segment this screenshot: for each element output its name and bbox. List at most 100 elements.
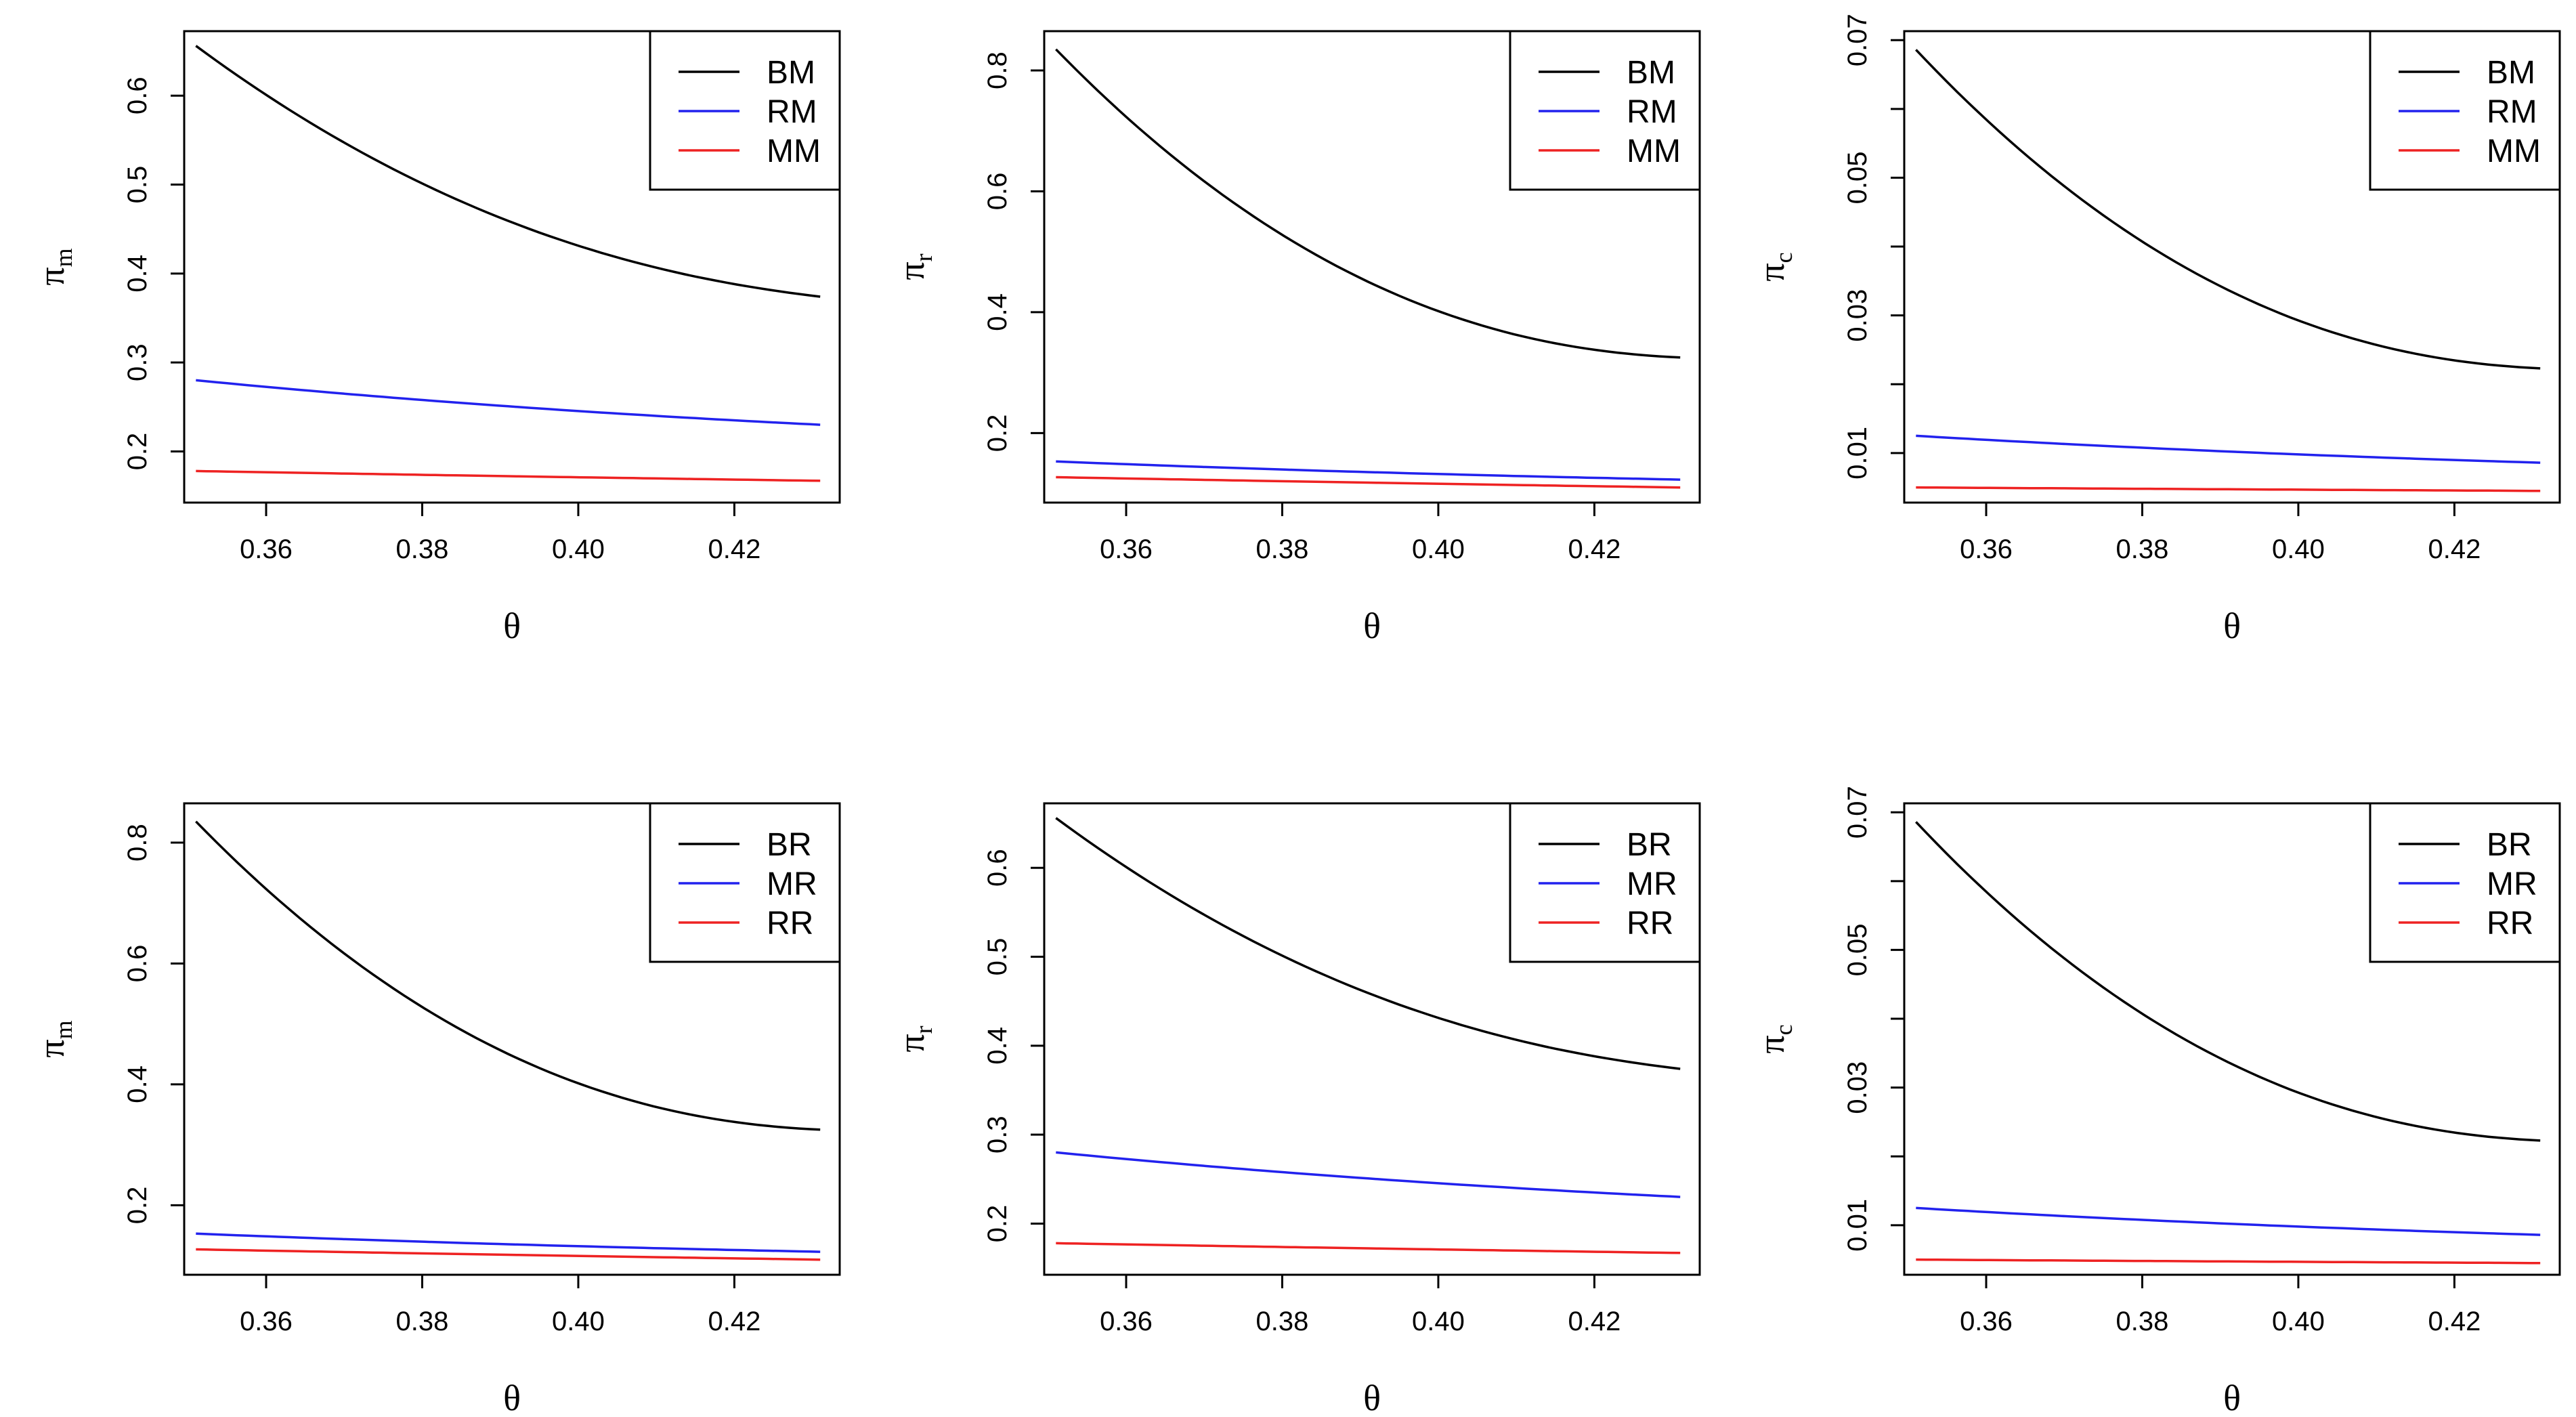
x-axis-title: θ xyxy=(2223,1378,2241,1417)
legend-label-rm: RM xyxy=(767,94,817,130)
legend-label-bm: BM xyxy=(767,55,815,91)
y-tick-label: 0.2 xyxy=(123,1187,152,1225)
y-axis-title-main: π xyxy=(31,267,72,285)
x-tick-label: 0.40 xyxy=(2272,1307,2325,1336)
series-line-mm xyxy=(196,469,821,482)
x-tick-label: 0.40 xyxy=(1412,534,1465,564)
y-tick-label: 0.3 xyxy=(983,1116,1012,1154)
y-tick-label: 0.05 xyxy=(1843,151,1872,204)
series-line-mr xyxy=(1056,1151,1681,1198)
x-axis-title: θ xyxy=(1363,1378,1381,1417)
y-axis-title-main: π xyxy=(31,1039,72,1057)
y-axis-title: πr xyxy=(891,1025,937,1052)
x-tick-label: 0.40 xyxy=(1412,1307,1465,1336)
y-axis-title: πm xyxy=(31,1020,77,1057)
y-tick-label: 0.4 xyxy=(123,1065,152,1103)
y-axis-title: πc xyxy=(1751,252,1797,281)
legend-label-mm: MM xyxy=(1627,133,1681,169)
y-tick-label: 0.6 xyxy=(123,77,152,114)
y-tick-label: 0.4 xyxy=(983,1027,1012,1065)
x-tick-label: 0.42 xyxy=(2428,534,2481,564)
series-line-rm xyxy=(1916,434,2541,464)
legend-label-br: BR xyxy=(2487,827,2532,863)
series-line-bm xyxy=(1915,49,2541,370)
x-tick-label: 0.40 xyxy=(552,534,605,564)
legend-label-rr: RR xyxy=(1627,906,1673,942)
y-axis-title-main: π xyxy=(891,1034,932,1052)
legend-label-br: BR xyxy=(1627,827,1672,863)
x-tick-label: 0.38 xyxy=(2116,534,2169,564)
y-tick-label: 0.05 xyxy=(1843,923,1872,976)
y-tick-label: 0.3 xyxy=(123,343,152,381)
y-axis-title: πm xyxy=(31,248,77,285)
x-tick-label: 0.36 xyxy=(1960,1307,2013,1336)
y-tick-label: 0.6 xyxy=(983,849,1012,887)
x-axis-title: θ xyxy=(503,1378,521,1417)
x-tick-label: 0.36 xyxy=(1100,534,1153,564)
legend-label-bm: BM xyxy=(2487,55,2535,91)
x-axis-title: θ xyxy=(2223,606,2241,646)
x-tick-label: 0.38 xyxy=(2116,1307,2169,1336)
series-line-mm xyxy=(1056,475,1681,489)
x-tick-label: 0.40 xyxy=(552,1307,605,1336)
chart-panel-3: 0.36 0.38 0.40 0.42 0.01 0.03 0.05 0.07 θ πc BMRMM… xyxy=(1751,14,2561,646)
y-axis-title-sub: c xyxy=(1770,1024,1797,1035)
y-tick-label: 0.03 xyxy=(1843,1061,1872,1114)
y-tick-label: 0.2 xyxy=(123,433,152,471)
y-axis-title-main: π xyxy=(1751,1035,1792,1053)
y-tick-label: 0.01 xyxy=(1843,427,1872,480)
legend-label-rr: RR xyxy=(2487,906,2533,942)
y-tick-label: 0.03 xyxy=(1843,289,1872,342)
legend-label-mr: MR xyxy=(2487,866,2537,902)
series-line-rm xyxy=(196,379,821,426)
x-tick-label: 0.36 xyxy=(240,534,293,564)
series-line-rr xyxy=(196,1248,821,1261)
y-axis-title: πr xyxy=(891,253,937,280)
x-tick-label: 0.42 xyxy=(1568,1307,1620,1336)
series-line-mm xyxy=(1916,486,2541,492)
series-line-mr xyxy=(1916,1206,2541,1236)
legend-label-bm: BM xyxy=(1627,55,1675,91)
x-tick-label: 0.36 xyxy=(240,1307,293,1336)
y-axis-title: πc xyxy=(1751,1024,1797,1053)
y-tick-label: 0.07 xyxy=(1843,786,1872,839)
x-tick-label: 0.42 xyxy=(708,1307,760,1336)
y-tick-label: 0.07 xyxy=(1843,14,1872,66)
y-axis-title-sub: m xyxy=(50,248,77,267)
x-tick-label: 0.42 xyxy=(1568,534,1620,564)
legend-label-rr: RR xyxy=(767,906,813,942)
series-line-br xyxy=(195,820,821,1131)
y-axis-title-sub: c xyxy=(1770,252,1797,263)
y-tick-label: 0.6 xyxy=(123,945,152,983)
y-axis-title-sub: m xyxy=(50,1020,77,1039)
x-tick-label: 0.42 xyxy=(708,534,760,564)
series-line-br xyxy=(1915,821,2541,1142)
series-line-rr xyxy=(1056,1242,1681,1254)
x-axis-title: θ xyxy=(503,606,521,646)
x-tick-label: 0.38 xyxy=(396,1307,449,1336)
x-tick-label: 0.40 xyxy=(2272,534,2325,564)
y-tick-label: 0.2 xyxy=(983,1205,1012,1243)
legend-label-mm: MM xyxy=(767,133,821,169)
y-axis-title-main: π xyxy=(1751,263,1792,281)
x-tick-label: 0.38 xyxy=(396,534,449,564)
x-tick-label: 0.42 xyxy=(2428,1307,2481,1336)
y-axis-title-main: π xyxy=(891,261,932,280)
legend-label-mr: MR xyxy=(1627,866,1677,902)
series-line-rm xyxy=(1056,460,1681,481)
legend-label-mr: MR xyxy=(767,866,817,902)
x-tick-label: 0.36 xyxy=(1960,534,2013,564)
y-tick-label: 0.8 xyxy=(983,51,1012,89)
legend-label-rm: RM xyxy=(1627,94,1677,130)
series-line-rr xyxy=(1916,1258,2541,1265)
legend-label-br: BR xyxy=(767,827,812,863)
y-tick-label: 0.6 xyxy=(983,173,1012,211)
y-tick-label: 0.2 xyxy=(983,415,1012,452)
series-line-mr xyxy=(196,1232,821,1253)
